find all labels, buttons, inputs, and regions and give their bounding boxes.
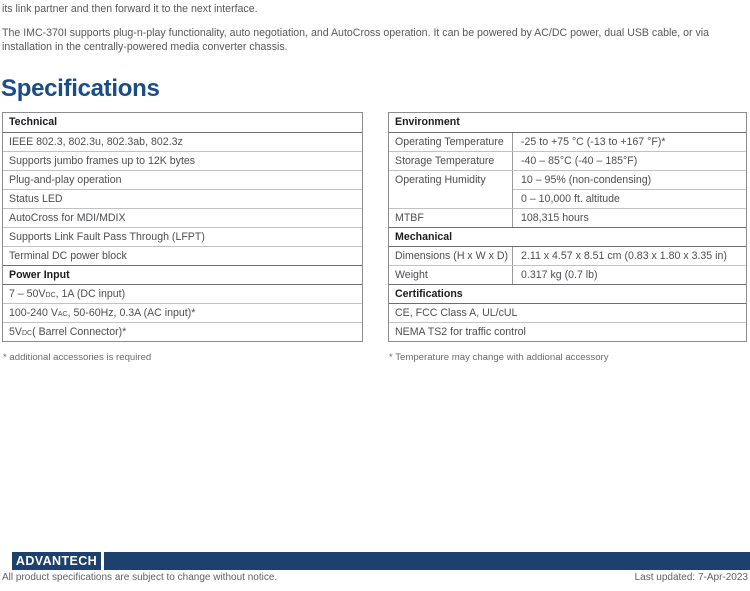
table-row: Supports Link Fault Pass Through (LFPT): [3, 226, 362, 246]
footer-disclaimer: All product specifications are subject t…: [2, 572, 278, 583]
environment-column: Environment Operating Temperature -25 to…: [388, 111, 747, 363]
table-row: Operating Humidity 10 – 95% (non-condens…: [389, 169, 746, 189]
intro-section: its link partner and then forward it to …: [0, 0, 750, 55]
table-row: Weight 0.317 kg (0.7 lb): [389, 264, 746, 284]
table-row: CE, FCC Class A, UL/cUL: [389, 302, 746, 322]
technical-table: Technical IEEE 802.3, 802.3u, 802.3ab, 8…: [2, 111, 363, 342]
section-header-power-input: Power Input: [3, 264, 362, 284]
spec-value: 2.11 x 4.57 x 8.51 cm (0.83 x 1.80 x 3.3…: [521, 249, 727, 262]
table-row: Operating Temperature -25 to +75 °C (-13…: [389, 131, 746, 151]
table-row: Supports jumbo frames up to 12K bytes: [3, 150, 362, 170]
technical-column: Technical IEEE 802.3, 802.3u, 802.3ab, 8…: [2, 111, 363, 363]
table-row: Storage Temperature -40 – 85°C (-40 – 18…: [389, 150, 746, 170]
advantech-logo-text: ADVANTECH: [15, 554, 98, 568]
table-row: AutoCross for MDI/MDIX: [3, 207, 362, 227]
footer-last-updated: Last updated: 7-Apr-2023: [634, 572, 748, 583]
table-row: 5V DC ( Barrel Connector)*: [3, 321, 362, 341]
power-row-text: 5V: [9, 325, 22, 338]
advantech-logo: ADVANTECH: [12, 552, 101, 570]
table-row: 7 – 50V DC, 1A (DC input): [3, 283, 362, 303]
table-row: 100-240 V AC, 50-60Hz, 0.3A (AC input)*: [3, 302, 362, 322]
table-row: Plug-and-play operation: [3, 169, 362, 189]
technical-footnote: * additional accessories is required: [3, 351, 152, 363]
power-row-text: , 1A (DC input): [55, 287, 126, 300]
section-header-mechanical: Mechanical: [389, 226, 746, 246]
spec-value: 0.317 kg (0.7 lb): [521, 268, 598, 281]
unit-subscript: AC: [57, 310, 68, 318]
spec-label: Operating Humidity: [389, 170, 513, 189]
spec-value: -40 – 85°C (-40 – 185°F): [521, 154, 638, 167]
power-row-text: 7 – 50V: [9, 287, 46, 300]
spec-label: Operating Temperature: [389, 132, 513, 151]
power-row-text: ( Barrel Connector)*: [32, 325, 127, 338]
table-row: 0 – 10,000 ft. altitude: [389, 188, 746, 208]
power-row-text: , 50-60Hz, 0.3A (AC input)*: [67, 306, 196, 319]
spec-tables: Technical IEEE 802.3, 802.3u, 802.3ab, 8…: [0, 111, 750, 363]
spec-label: [389, 188, 513, 208]
section-header-technical: Technical: [9, 116, 58, 128]
power-row-text: 100-240 V: [9, 306, 58, 319]
spec-label: Weight: [389, 265, 513, 284]
spec-label: Storage Temperature: [389, 151, 513, 170]
specifications-heading: Specifications: [1, 74, 160, 102]
intro-paragraph-1: its link partner and then forward it to …: [2, 3, 258, 15]
section-header-environment: Environment: [395, 116, 460, 128]
spec-value: 108,315 hours: [521, 211, 589, 224]
table-row: Terminal DC power block: [3, 245, 362, 265]
spec-value: 0 – 10,000 ft. altitude: [513, 188, 746, 208]
spec-value: -25 to +75 °C (-13 to +167 °F)*: [521, 135, 666, 148]
environment-table: Environment Operating Temperature -25 to…: [388, 111, 747, 342]
footer-brand-bar: ADVANTECH: [0, 552, 750, 570]
spec-label: MTBF: [389, 208, 513, 227]
table-row: NEMA TS2 for traffic control: [389, 321, 746, 341]
unit-subscript: DC: [21, 329, 33, 337]
spec-label: Dimensions (H x W x D): [389, 246, 513, 265]
intro-paragraph-2: The IMC-370I supports plug-n-play functi…: [2, 26, 710, 54]
table-row: IEEE 802.3, 802.3u, 802.3ab, 802.3z: [3, 131, 362, 151]
section-header-certifications: Certifications: [389, 283, 746, 303]
footer-bar-fill: [104, 552, 750, 570]
table-row: Dimensions (H x W x D) 2.11 x 4.57 x 8.5…: [389, 245, 746, 265]
environment-footnote: * Temperature may change with addional a…: [389, 351, 609, 363]
spec-value: 10 – 95% (non-condensing): [521, 173, 652, 186]
table-row: MTBF 108,315 hours: [389, 207, 746, 227]
table-row: Status LED: [3, 188, 362, 208]
footer-text-row: All product specifications are subject t…: [2, 572, 748, 583]
unit-subscript: DC: [45, 291, 56, 299]
